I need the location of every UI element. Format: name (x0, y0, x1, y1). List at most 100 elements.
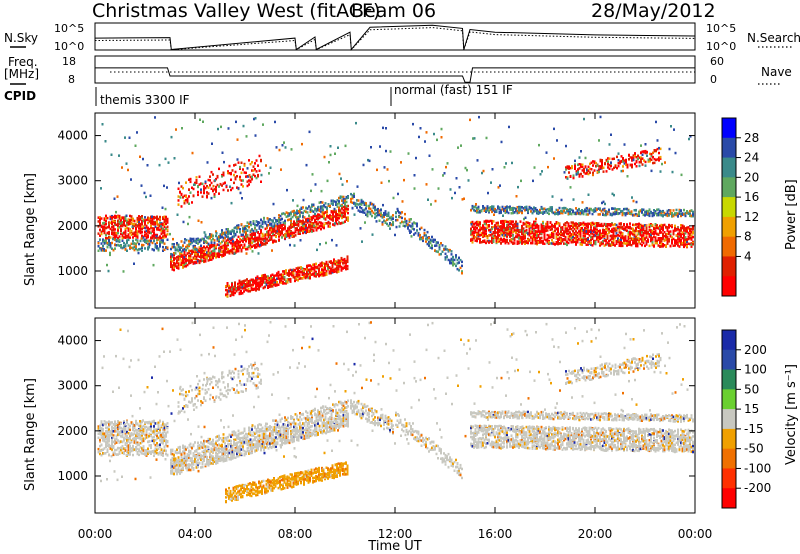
scatter-cell (338, 214, 340, 218)
scatter-cell (684, 228, 687, 232)
scatter-cell (218, 238, 220, 241)
scatter-cell (183, 263, 186, 266)
scatter-cell (156, 237, 158, 240)
scatter-cell (542, 242, 544, 245)
scatter-cell (689, 230, 691, 234)
scatter-cell (273, 226, 276, 230)
scatter-cell (633, 223, 636, 227)
scatter-cell (561, 228, 564, 231)
scatter-cell (531, 241, 534, 245)
scatter-cell (269, 236, 271, 239)
scatter-cell (215, 188, 217, 191)
scatter-cell (423, 232, 426, 235)
scatter-cell (183, 261, 186, 264)
scatter-cell (684, 236, 687, 239)
scatter-cell (179, 248, 181, 252)
scatter-cell (357, 203, 360, 206)
scatter-cell (117, 237, 119, 240)
scatter-cell (156, 221, 158, 225)
scatter-cell (536, 239, 538, 243)
scatter-cell (180, 253, 183, 256)
scatter-cell (606, 229, 609, 232)
scatter-cell (264, 237, 267, 240)
scatter-cell (623, 223, 625, 227)
scatter-cell (297, 272, 299, 275)
scatter-cell (659, 237, 661, 240)
scatter-cell (345, 217, 348, 220)
scatter-cell (255, 276, 257, 280)
scatter-cell (242, 240, 244, 243)
scatter-cell (111, 225, 113, 229)
scatter-cell (347, 219, 349, 222)
scatter-cell (335, 218, 337, 221)
scatter-cell (159, 215, 161, 219)
scatter-cell (582, 241, 585, 244)
scatter-cell (297, 231, 300, 234)
scatter-cell (662, 237, 664, 241)
scatter-cell (133, 219, 136, 223)
scatter-cell (194, 249, 196, 252)
scatter-cell (506, 238, 508, 242)
scatter-cell (173, 256, 175, 260)
scatter-cell (609, 230, 612, 233)
scatter-cell (246, 167, 249, 170)
scatter-cell (675, 234, 678, 237)
scatter-cell (534, 220, 537, 224)
scatter-cell (319, 273, 322, 277)
scatter-cell (333, 261, 335, 265)
scatter-cell (690, 245, 693, 248)
scatter-cell (135, 227, 137, 230)
scatter-cell (343, 265, 346, 268)
scatter-cell (290, 226, 292, 229)
scatter-cell (260, 237, 262, 240)
scatter-cell (620, 236, 622, 240)
scatter-cell (310, 273, 313, 276)
scatter-cell (654, 223, 657, 226)
scatter-cell (521, 237, 523, 240)
scatter-cell (506, 208, 508, 211)
scatter-cell (252, 278, 254, 281)
scatter-cell (606, 243, 609, 246)
scatter-cell (180, 205, 183, 208)
scatter-cell (106, 245, 109, 249)
scatter-cell (557, 228, 559, 232)
scatter-cell (372, 203, 375, 206)
scatter-cell (279, 233, 282, 236)
scatter-cell (480, 233, 483, 237)
scatter-cell (594, 222, 597, 225)
scatter-cell (383, 215, 385, 219)
scatter-cell (195, 180, 198, 183)
scatter-cell (491, 241, 493, 244)
scatter-cell (612, 237, 615, 241)
scatter-cell (491, 219, 493, 223)
scatter-cell (297, 275, 299, 278)
scatter-cell (166, 217, 169, 221)
scatter-cell (662, 232, 664, 236)
scatter-cell (273, 283, 275, 286)
scatter-cell (491, 207, 493, 210)
scatter-cell (200, 188, 202, 191)
scatter-cell (320, 201, 322, 204)
scatter-cell (543, 225, 546, 229)
scatter-cell (597, 230, 600, 233)
scatter-cell (299, 220, 301, 223)
scatter-cell (304, 276, 307, 280)
scatter-cell (537, 230, 540, 233)
scatter-cell (330, 271, 332, 274)
scatter-cell (296, 209, 298, 212)
scatter-cell (245, 240, 247, 243)
scatter-cell (567, 224, 570, 227)
scatter-cell (123, 219, 125, 222)
scatter-cell (660, 237, 663, 240)
cpid-label: CPID (4, 89, 36, 103)
scatter-cell (111, 220, 113, 224)
scatter-cell (575, 235, 577, 239)
scatter-cell (327, 265, 329, 268)
scatter-cell (257, 164, 259, 167)
scatter-cell (638, 226, 640, 229)
scatter-cell (270, 281, 272, 285)
scatter-cell (672, 244, 675, 247)
scatter-cell (231, 284, 233, 287)
scatter-cell (654, 239, 657, 242)
scatter-cell (183, 194, 186, 198)
